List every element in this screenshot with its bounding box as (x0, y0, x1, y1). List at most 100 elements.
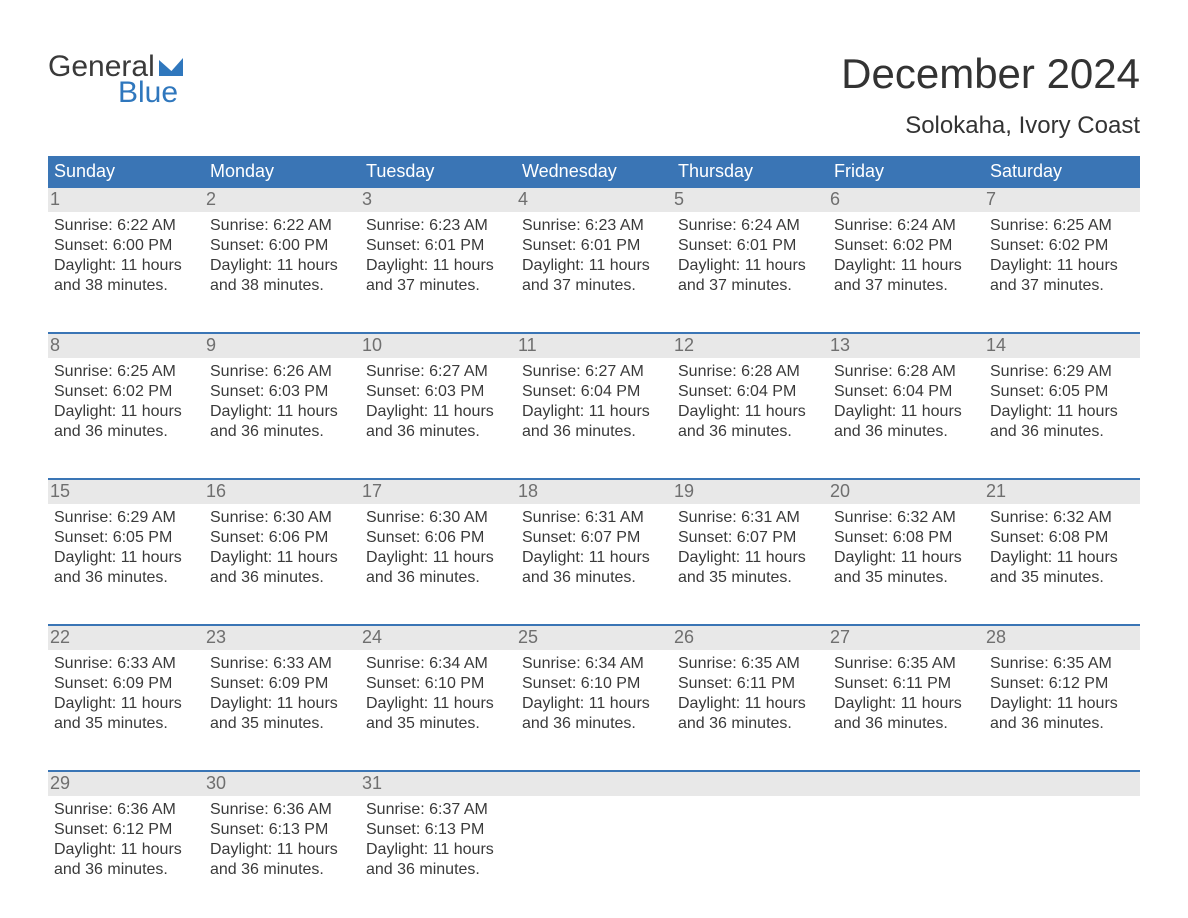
sunrise-line: Sunrise: 6:33 AM (54, 654, 198, 674)
daylight-line2: and 37 minutes. (522, 276, 666, 296)
calendar: SundayMondayTuesdayWednesdayThursdayFrid… (48, 156, 1140, 898)
daylight-line2: and 37 minutes. (834, 276, 978, 296)
week-row: 15Sunrise: 6:29 AMSunset: 6:05 PMDayligh… (48, 478, 1140, 606)
sunrise-line: Sunrise: 6:30 AM (210, 508, 354, 528)
daylight-line2: and 36 minutes. (210, 568, 354, 588)
day-details: Sunrise: 6:29 AMSunset: 6:05 PMDaylight:… (990, 362, 1134, 442)
sunrise-line: Sunrise: 6:33 AM (210, 654, 354, 674)
daylight-line2: and 38 minutes. (54, 276, 198, 296)
sunset-line: Sunset: 6:05 PM (54, 528, 198, 548)
brand-line2: Blue (48, 76, 178, 110)
day-number: 10 (360, 334, 516, 358)
sunrise-line: Sunrise: 6:22 AM (210, 216, 354, 236)
weekday-sunday: Sunday (48, 156, 204, 188)
daylight-line1: Daylight: 11 hours (522, 548, 666, 568)
day-number (984, 772, 1140, 796)
daylight-line2: and 36 minutes. (522, 568, 666, 588)
daylight-line2: and 36 minutes. (834, 422, 978, 442)
daylight-line2: and 36 minutes. (54, 860, 198, 880)
day-details: Sunrise: 6:35 AMSunset: 6:11 PMDaylight:… (678, 654, 822, 734)
sunrise-line: Sunrise: 6:32 AM (834, 508, 978, 528)
day-details: Sunrise: 6:25 AMSunset: 6:02 PMDaylight:… (54, 362, 198, 442)
day-number: 17 (360, 480, 516, 504)
day-number: 24 (360, 626, 516, 650)
day-number: 28 (984, 626, 1140, 650)
sunrise-line: Sunrise: 6:27 AM (366, 362, 510, 382)
daylight-line2: and 35 minutes. (210, 714, 354, 734)
day-cell: 14Sunrise: 6:29 AMSunset: 6:05 PMDayligh… (984, 334, 1140, 460)
sunset-line: Sunset: 6:06 PM (210, 528, 354, 548)
day-details: Sunrise: 6:36 AMSunset: 6:12 PMDaylight:… (54, 800, 198, 880)
sunset-line: Sunset: 6:07 PM (522, 528, 666, 548)
day-number: 23 (204, 626, 360, 650)
sunrise-line: Sunrise: 6:25 AM (990, 216, 1134, 236)
day-number: 11 (516, 334, 672, 358)
day-cell: 15 Sunrise: 6:29 AMSunset: 6:05 PMDayligh… (48, 480, 204, 606)
sunset-line: Sunset: 6:08 PM (834, 528, 978, 548)
daylight-line1: Daylight: 11 hours (366, 840, 510, 860)
day-cell: 8Sunrise: 6:25 AMSunset: 6:02 PMDaylight… (48, 334, 204, 460)
day-cell: 20Sunrise: 6:32 AMSunset: 6:08 PMDayligh… (828, 480, 984, 606)
daylight-line1: Daylight: 11 hours (54, 840, 198, 860)
daylight-line1: Daylight: 11 hours (834, 694, 978, 714)
daylight-line2: and 37 minutes. (366, 276, 510, 296)
daylight-line1: Daylight: 11 hours (366, 548, 510, 568)
daylight-line1: Daylight: 11 hours (366, 402, 510, 422)
daylight-line2: and 37 minutes. (678, 276, 822, 296)
week-row: 22Sunrise: 6:33 AMSunset: 6:09 PMDayligh… (48, 624, 1140, 752)
sunset-line: Sunset: 6:01 PM (366, 236, 510, 256)
sunrise-line: Sunrise: 6:28 AM (834, 362, 978, 382)
daylight-line2: and 36 minutes. (678, 422, 822, 442)
sunrise-line: Sunrise: 6:24 AM (834, 216, 978, 236)
sunrise-line: Sunrise: 6:36 AM (210, 800, 354, 820)
day-cell: 17Sunrise: 6:30 AMSunset: 6:06 PMDayligh… (360, 480, 516, 606)
day-number (672, 772, 828, 796)
day-number: 3 (360, 188, 516, 212)
day-details: Sunrise: 6:25 AMSunset: 6:02 PMDaylight:… (990, 216, 1134, 296)
day-cell: 21Sunrise: 6:32 AMSunset: 6:08 PMDayligh… (984, 480, 1140, 606)
sunrise-line: Sunrise: 6:23 AM (522, 216, 666, 236)
day-details: Sunrise: 6:31 AMSunset: 6:07 PMDaylight:… (678, 508, 822, 588)
day-number (828, 772, 984, 796)
sunrise-line: Sunrise: 6:29 AM (54, 508, 198, 528)
sunrise-line: Sunrise: 6:30 AM (366, 508, 510, 528)
sunrise-line: Sunrise: 6:36 AM (54, 800, 198, 820)
day-number: 15 (48, 480, 204, 504)
week-row: 1Sunrise: 6:22 AMSunset: 6:00 PMDaylight… (48, 188, 1140, 314)
sunset-line: Sunset: 6:00 PM (210, 236, 354, 256)
sunset-line: Sunset: 6:01 PM (522, 236, 666, 256)
day-cell: 12Sunrise: 6:28 AMSunset: 6:04 PMDayligh… (672, 334, 828, 460)
empty-cell (828, 772, 984, 898)
daylight-line2: and 36 minutes. (834, 714, 978, 734)
daylight-line2: and 36 minutes. (54, 568, 198, 588)
sunrise-line: Sunrise: 6:34 AM (522, 654, 666, 674)
sunset-line: Sunset: 6:02 PM (834, 236, 978, 256)
day-number: 25 (516, 626, 672, 650)
day-details: Sunrise: 6:22 AMSunset: 6:00 PMDaylight:… (210, 216, 354, 296)
day-cell: 16Sunrise: 6:30 AMSunset: 6:06 PMDayligh… (204, 480, 360, 606)
day-number: 1 (48, 188, 204, 212)
daylight-line1: Daylight: 11 hours (54, 402, 198, 422)
weekday-thursday: Thursday (672, 156, 828, 188)
sunrise-line: Sunrise: 6:37 AM (366, 800, 510, 820)
day-details: Sunrise: 6:28 AMSunset: 6:04 PMDaylight:… (678, 362, 822, 442)
day-details: Sunrise: 6:28 AMSunset: 6:04 PMDaylight:… (834, 362, 978, 442)
daylight-line1: Daylight: 11 hours (54, 548, 198, 568)
weekday-wednesday: Wednesday (516, 156, 672, 188)
day-cell: 27Sunrise: 6:35 AMSunset: 6:11 PMDayligh… (828, 626, 984, 752)
day-cell: 19 Sunrise: 6:31 AMSunset: 6:07 PMDayligh… (672, 480, 828, 606)
sunrise-line: Sunrise: 6:27 AM (522, 362, 666, 382)
daylight-line2: and 36 minutes. (366, 568, 510, 588)
sunset-line: Sunset: 6:09 PM (54, 674, 198, 694)
day-details: Sunrise: 6:24 AMSunset: 6:02 PMDaylight:… (834, 216, 978, 296)
day-details: Sunrise: 6:27 AMSunset: 6:04 PMDaylight:… (522, 362, 666, 442)
weekday-friday: Friday (828, 156, 984, 188)
day-number: 19 (672, 480, 828, 504)
sunrise-line: Sunrise: 6:24 AM (678, 216, 822, 236)
day-details: Sunrise: 6:36 AMSunset: 6:13 PMDaylight:… (210, 800, 354, 880)
sunrise-line: Sunrise: 6:25 AM (54, 362, 198, 382)
sunrise-line: Sunrise: 6:34 AM (366, 654, 510, 674)
daylight-line2: and 36 minutes. (990, 422, 1134, 442)
day-number: 31 (360, 772, 516, 796)
location-subtitle: Solokaha, Ivory Coast (841, 112, 1140, 140)
